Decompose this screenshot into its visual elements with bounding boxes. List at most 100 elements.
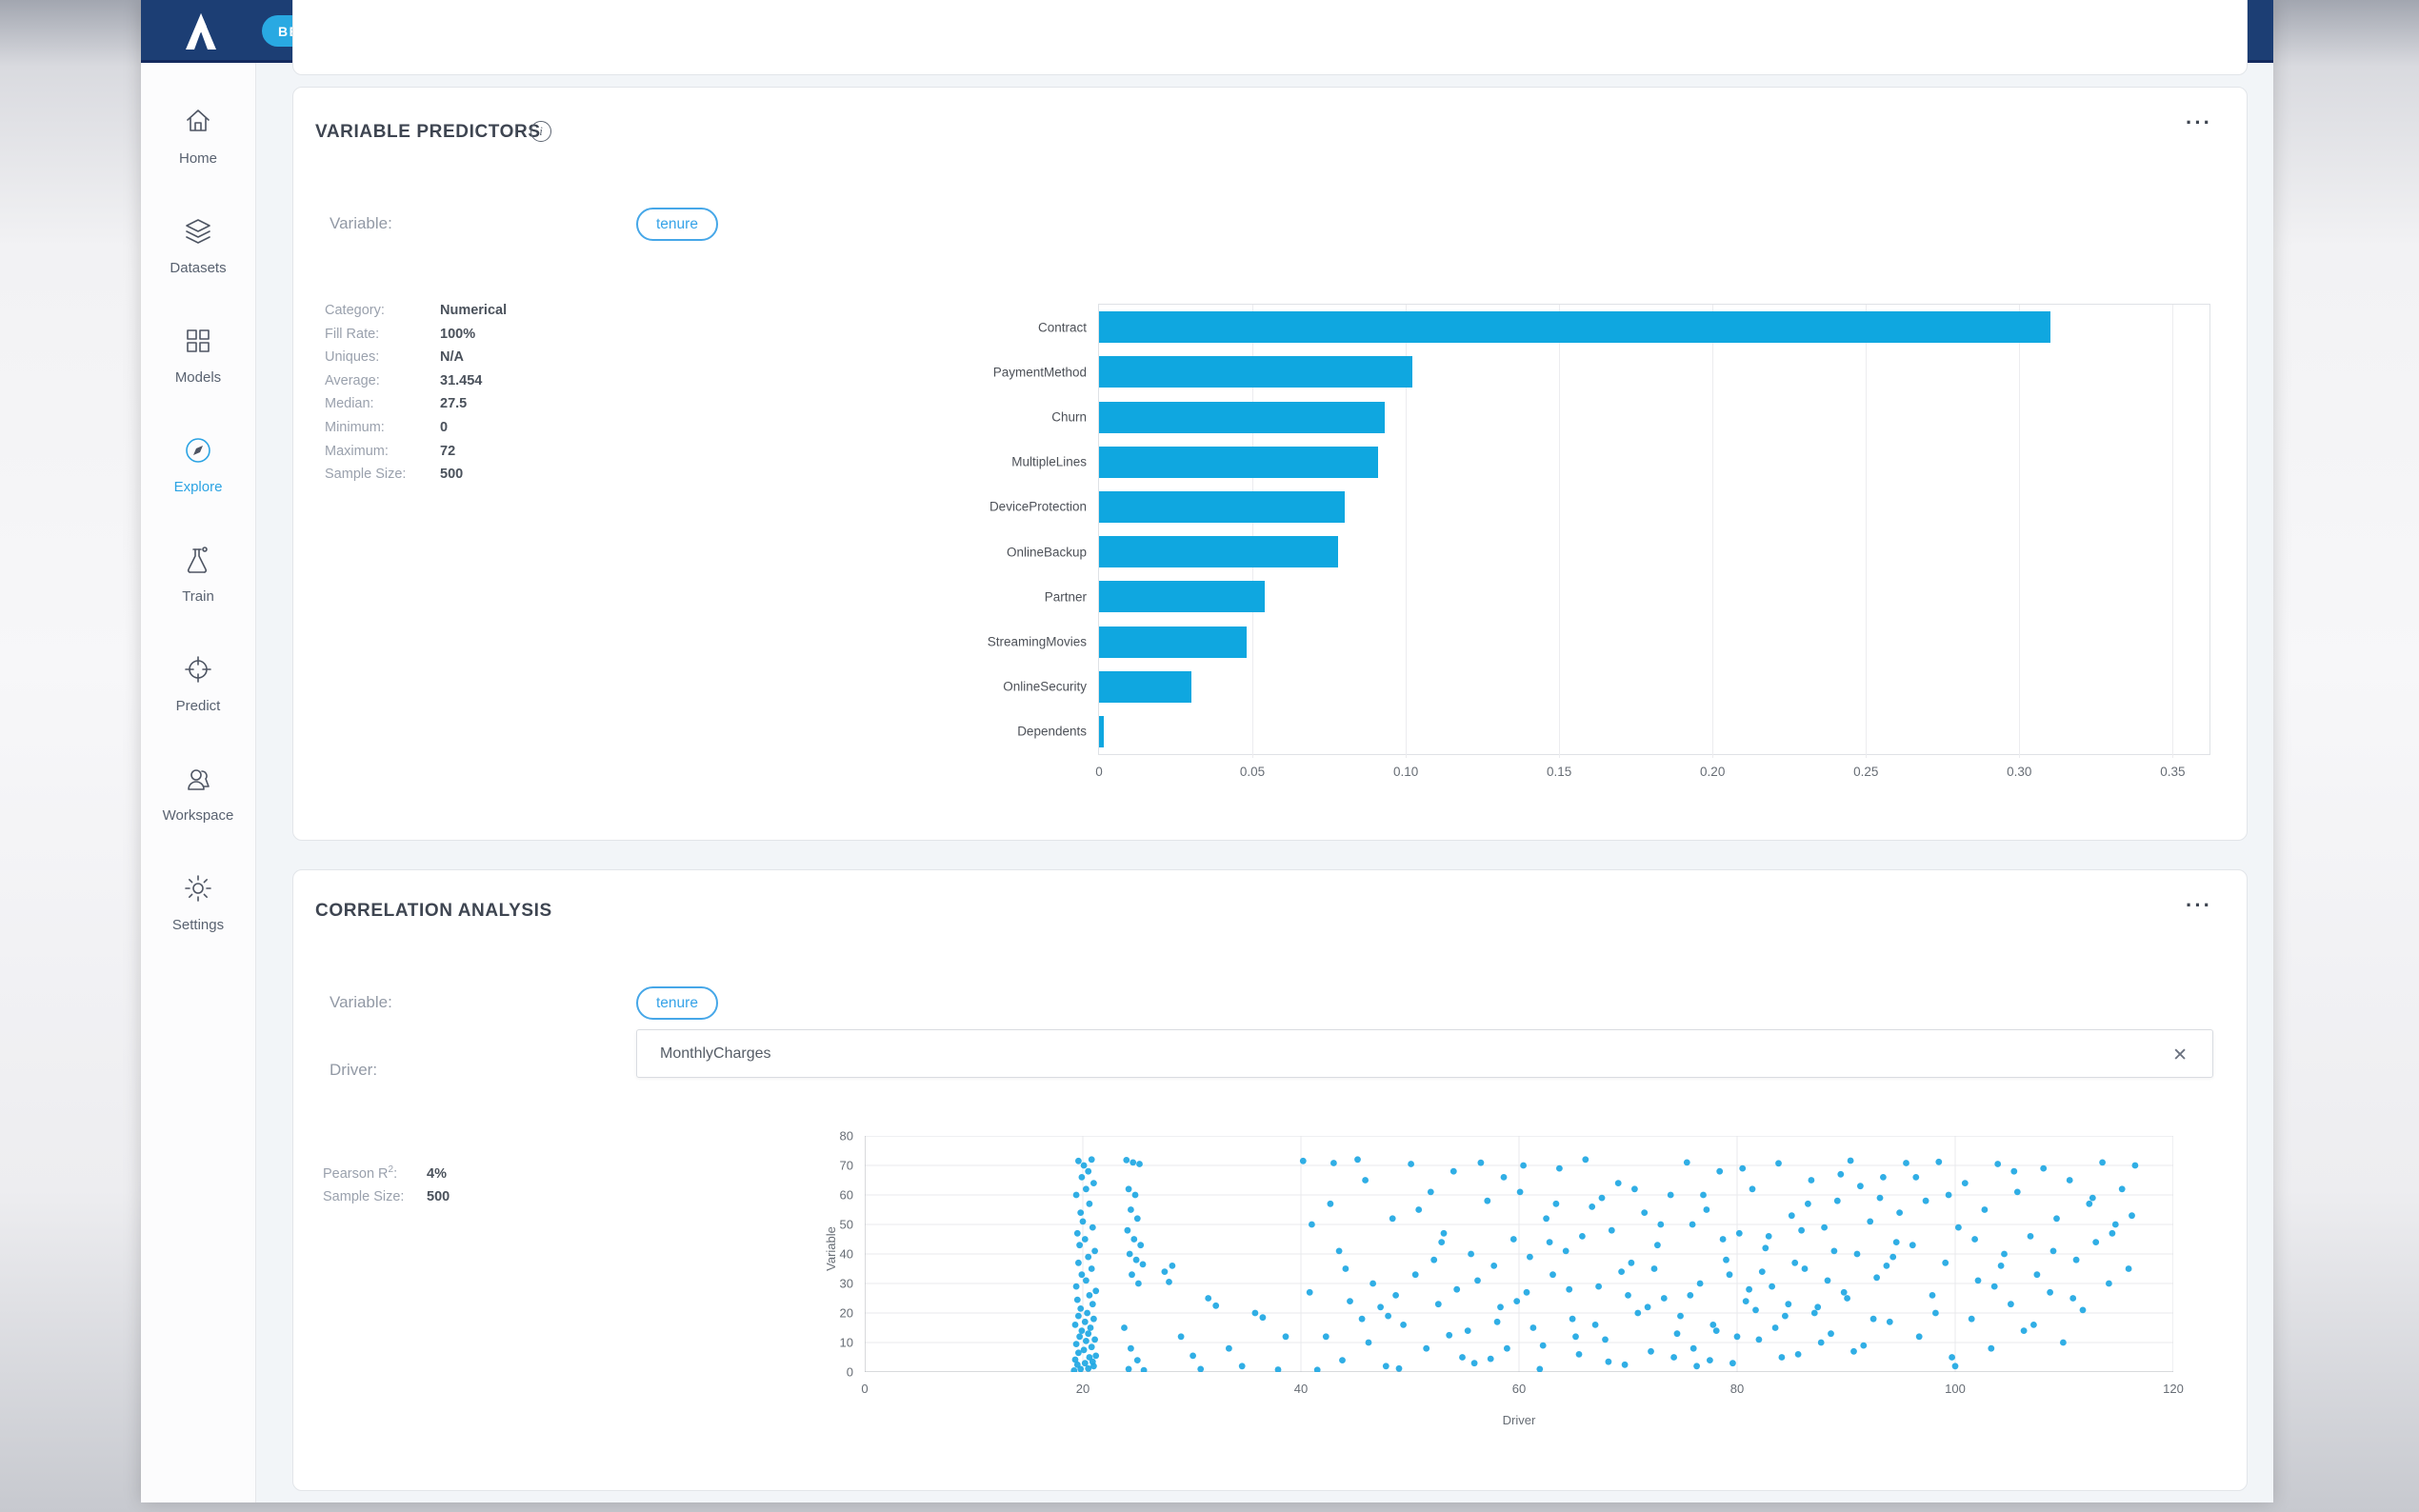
scatter-point <box>1955 1224 1962 1231</box>
scatter-point <box>1136 1161 1143 1167</box>
scatter-point <box>2131 1162 2139 1169</box>
scatter-point <box>1073 1361 1081 1368</box>
scatter-point <box>1990 1283 1998 1290</box>
category-label: MultipleLines <box>1011 454 1087 469</box>
scatter-point <box>1459 1354 1466 1361</box>
category-label: Churn <box>1051 409 1087 425</box>
scatter-point <box>1765 1233 1772 1240</box>
sidebar-item-explore[interactable]: Explore <box>141 410 255 520</box>
ellipsis-menu-icon[interactable]: ··· <box>2186 893 2212 917</box>
y-tick-label: 80 <box>839 1128 853 1144</box>
correlation-analysis-card: CORRELATION ANALYSIS ··· Variable: tenur… <box>292 869 2248 1491</box>
scatter-point <box>1912 1174 1920 1181</box>
variable-label: Variable: <box>330 993 392 1011</box>
scatter-point <box>1654 1242 1661 1249</box>
scatter-point <box>1805 1200 1811 1207</box>
scatter-point <box>1591 1322 1599 1328</box>
scatter-point <box>1087 1324 1094 1331</box>
variable-chip[interactable]: tenure <box>636 208 718 241</box>
x-tick-label: 80 <box>1729 1382 1745 1396</box>
scatter-point <box>1922 1197 1929 1204</box>
scatter-point <box>1785 1301 1792 1308</box>
sidebar-item-datasets[interactable]: Datasets <box>141 191 255 301</box>
scatter-point <box>1080 1162 1088 1169</box>
stat-row: Minimum: 0 <box>325 419 449 435</box>
scatter-point <box>1125 1185 1132 1193</box>
scatter-point <box>1552 1200 1560 1207</box>
scatter-point <box>1129 1271 1135 1279</box>
scatter-point <box>1392 1292 1399 1299</box>
scatter-point <box>1081 1318 1089 1325</box>
scatter-point <box>1427 1188 1434 1196</box>
scatter-point <box>1579 1233 1586 1240</box>
scatter-point <box>1833 1197 1841 1204</box>
scatter-point <box>1707 1357 1713 1363</box>
info-icon[interactable]: i <box>530 121 551 142</box>
scatter-point <box>2106 1280 2112 1287</box>
scatter-point <box>1389 1215 1396 1223</box>
sidebar-item-settings[interactable]: Settings <box>141 848 255 958</box>
scatter-point <box>1085 1253 1092 1261</box>
app-logo-icon[interactable] <box>184 11 218 51</box>
category-label: Partner <box>1044 589 1087 605</box>
scatter-point <box>1132 1256 1140 1263</box>
scatter-point <box>1867 1218 1874 1225</box>
scatter-point <box>2129 1212 2135 1220</box>
ellipsis-menu-icon[interactable]: ··· <box>2186 110 2212 134</box>
scatter-point <box>1677 1312 1684 1320</box>
scatter-point <box>1513 1298 1521 1304</box>
scatter-point <box>2079 1306 2087 1314</box>
scatter-point <box>1440 1229 1448 1237</box>
sidebar-item-workspace[interactable]: Workspace <box>141 739 255 848</box>
clear-icon[interactable]: ✕ <box>2172 1045 2188 1065</box>
scatter-point <box>2060 1339 2067 1346</box>
scatter-point <box>1365 1339 1372 1346</box>
scatter-point <box>1470 1360 1478 1367</box>
scatter-point <box>1309 1221 1315 1228</box>
scatter-point <box>1909 1242 1916 1249</box>
scatter-point <box>1238 1363 1246 1370</box>
bar-OnlineSecurity <box>1099 670 1191 703</box>
scatter-point <box>2053 1215 2060 1223</box>
scatter-point <box>1798 1226 1805 1234</box>
scatter-point <box>1988 1344 1995 1352</box>
sidebar-item-train[interactable]: Train <box>141 520 255 629</box>
y-axis-label: Variable <box>823 1226 838 1271</box>
gear-icon <box>183 873 213 908</box>
scatter-point <box>1850 1347 1857 1355</box>
scatter-point <box>1844 1295 1850 1302</box>
x-tick-label: 0.35 <box>2160 765 2186 779</box>
scatter-point <box>1650 1265 1658 1272</box>
scatter-point <box>1733 1333 1741 1341</box>
stat-row: Maximum: 72 <box>325 443 456 459</box>
y-tick-label: 30 <box>839 1276 853 1291</box>
scatter-point <box>1595 1283 1602 1290</box>
variable-chip[interactable]: tenure <box>636 986 718 1020</box>
scatter-point <box>1327 1200 1334 1207</box>
scatter-point <box>1549 1271 1556 1279</box>
scatter-point <box>1778 1354 1786 1361</box>
sidebar-item-home[interactable]: Home <box>141 82 255 191</box>
scatter-point <box>1723 1256 1729 1263</box>
scatter-point <box>1929 1292 1936 1299</box>
scatter-point <box>1889 1253 1897 1261</box>
scatter-point <box>1133 1215 1141 1223</box>
sidebar-item-models[interactable]: Models <box>141 301 255 410</box>
scatter-point <box>1641 1209 1649 1216</box>
scatter-point <box>1076 1242 1083 1249</box>
scatter-point <box>1073 1296 1081 1303</box>
x-axis-label: Driver <box>1502 1413 1536 1427</box>
sidebar-item-predict[interactable]: Predict <box>141 629 255 739</box>
gridline <box>1252 305 1254 758</box>
card-title: CORRELATION ANALYSIS <box>315 901 552 921</box>
gridline <box>2172 305 2174 758</box>
scatter-point <box>1490 1263 1498 1269</box>
scatter-point <box>2008 1301 2014 1308</box>
scatter-point <box>1903 1160 1909 1166</box>
scatter-point <box>1079 1218 1087 1225</box>
driver-input[interactable]: MonthlyCharges ✕ <box>636 1029 2213 1078</box>
card-remnant <box>292 0 2248 75</box>
scatter-point <box>1477 1159 1485 1166</box>
scatter-point <box>1821 1224 1828 1231</box>
scatter-point <box>1088 1156 1095 1164</box>
